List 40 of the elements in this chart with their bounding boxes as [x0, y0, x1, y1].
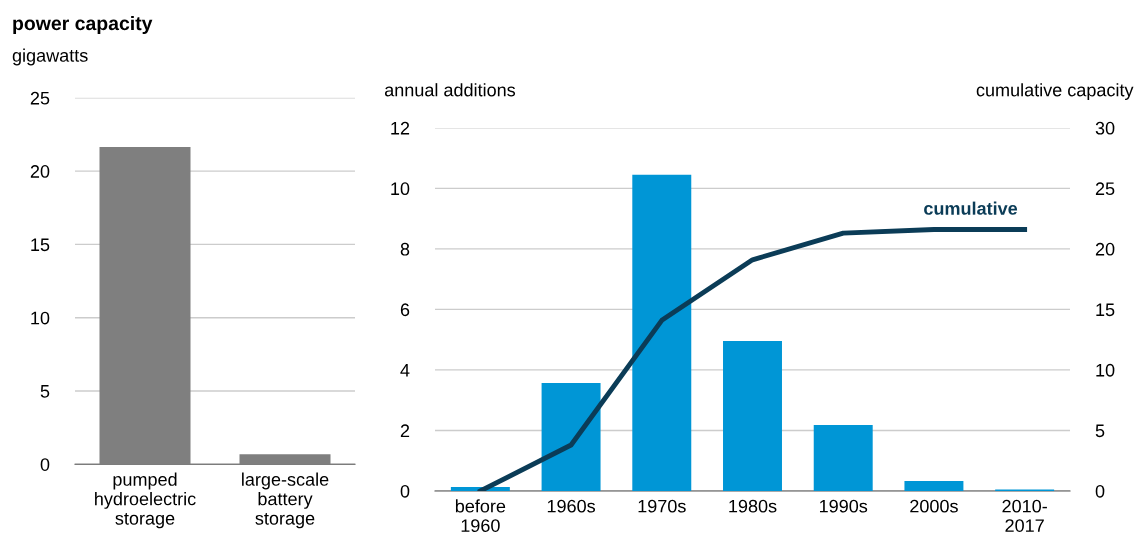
x-tick-label: 2000s [910, 499, 958, 513]
y2-tick-label: 30 [1095, 121, 1115, 135]
y-tick-label: 20 [30, 165, 50, 178]
x-tick-label: 2010- 2017 [1002, 499, 1047, 532]
x-tick-label: 1960s [547, 499, 596, 513]
bar [541, 382, 601, 491]
series-label: cumulative [924, 201, 1018, 215]
y-tick-label: 10 [391, 182, 410, 196]
y-tick-label: 2 [400, 424, 410, 437]
bar [904, 480, 964, 491]
x-tick-label: 1980s [729, 499, 777, 513]
y-tick-label: 12 [391, 121, 410, 135]
chart-title: power capacity [13, 15, 153, 35]
bar [813, 424, 873, 491]
y2-tick-label: 0 [1095, 484, 1105, 498]
y-tick-label: 10 [31, 311, 50, 325]
x-tick-label: before 1960 [455, 499, 506, 532]
y-tick-label: 0 [400, 484, 410, 498]
bar [723, 340, 782, 491]
y2-tick-label: 10 [1096, 363, 1115, 377]
y2-axis-title: cumulative capacity [976, 83, 1134, 100]
y-tick-label: 6 [400, 303, 410, 317]
y-axis-title: annual additions [384, 83, 516, 97]
y2-tick-label: 20 [1095, 242, 1115, 256]
line-series [477, 227, 1028, 491]
y-tick-label: 8 [400, 242, 410, 256]
y-tick-label: 15 [31, 238, 50, 252]
y-tick-label: 0 [40, 458, 50, 471]
x-tick-label: pumped hydroelectric storage [95, 472, 196, 529]
y-tick-label: 25 [30, 91, 50, 105]
y2-tick-label: 5 [1095, 424, 1105, 438]
y-tick-label: 4 [400, 364, 410, 377]
x-tick-label: 1970s [638, 499, 686, 513]
y2-tick-label: 25 [1095, 182, 1115, 196]
y2-tick-label: 15 [1096, 303, 1115, 317]
x-tick-label: large-scale battery storage [242, 472, 329, 529]
x-tick-label: 1990s [820, 499, 868, 513]
y-tick-label: 5 [40, 385, 50, 398]
y-axis-title: gigawatts [12, 48, 88, 66]
bar [632, 174, 692, 491]
